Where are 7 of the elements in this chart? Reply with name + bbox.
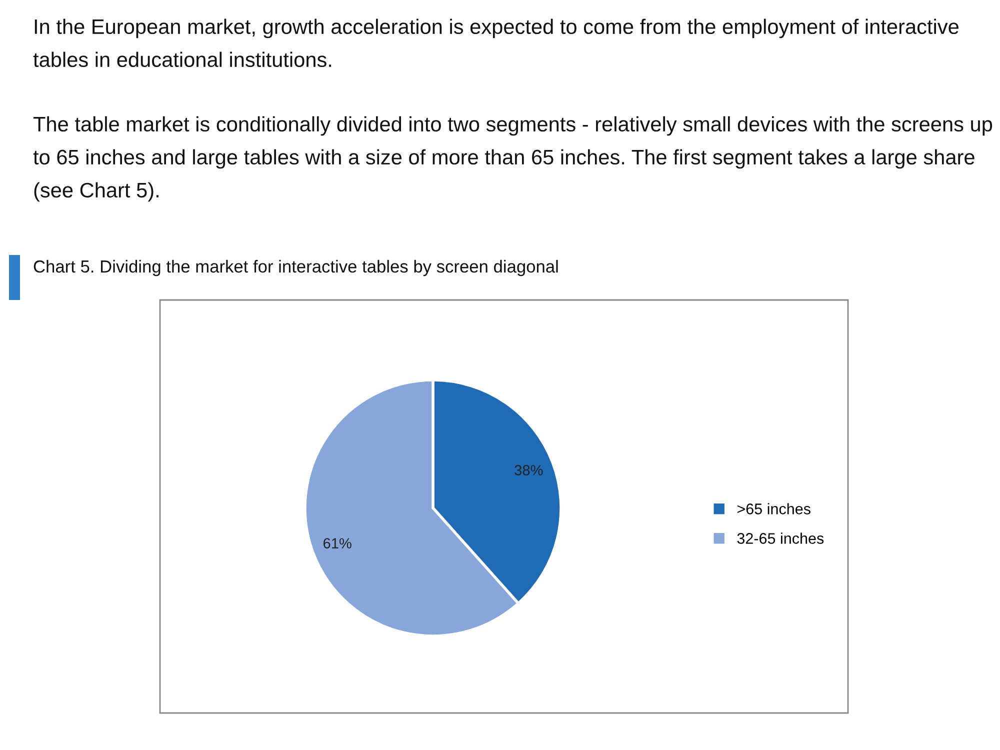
text: In the European market, growth acceleration is expected to come from the employment of interactive tables in educational institutions. (33, 18, 958, 68)
data-label: 38% (514, 465, 543, 476)
text: The table market is conditionally divided into two segments - relatively small devices with the screens up to 65 inches and large tables with a size of more than 65 inches. The first segment takes a large share (see Chart 5). (33, 116, 992, 202)
legend-label: 32-65 inches (737, 532, 824, 544)
chart-title: Chart 5. Dividing the market for interactive tables by screen diagonal (34, 260, 558, 276)
data-label: 61% (323, 538, 352, 548)
legend-label: >65 inches (737, 503, 810, 514)
